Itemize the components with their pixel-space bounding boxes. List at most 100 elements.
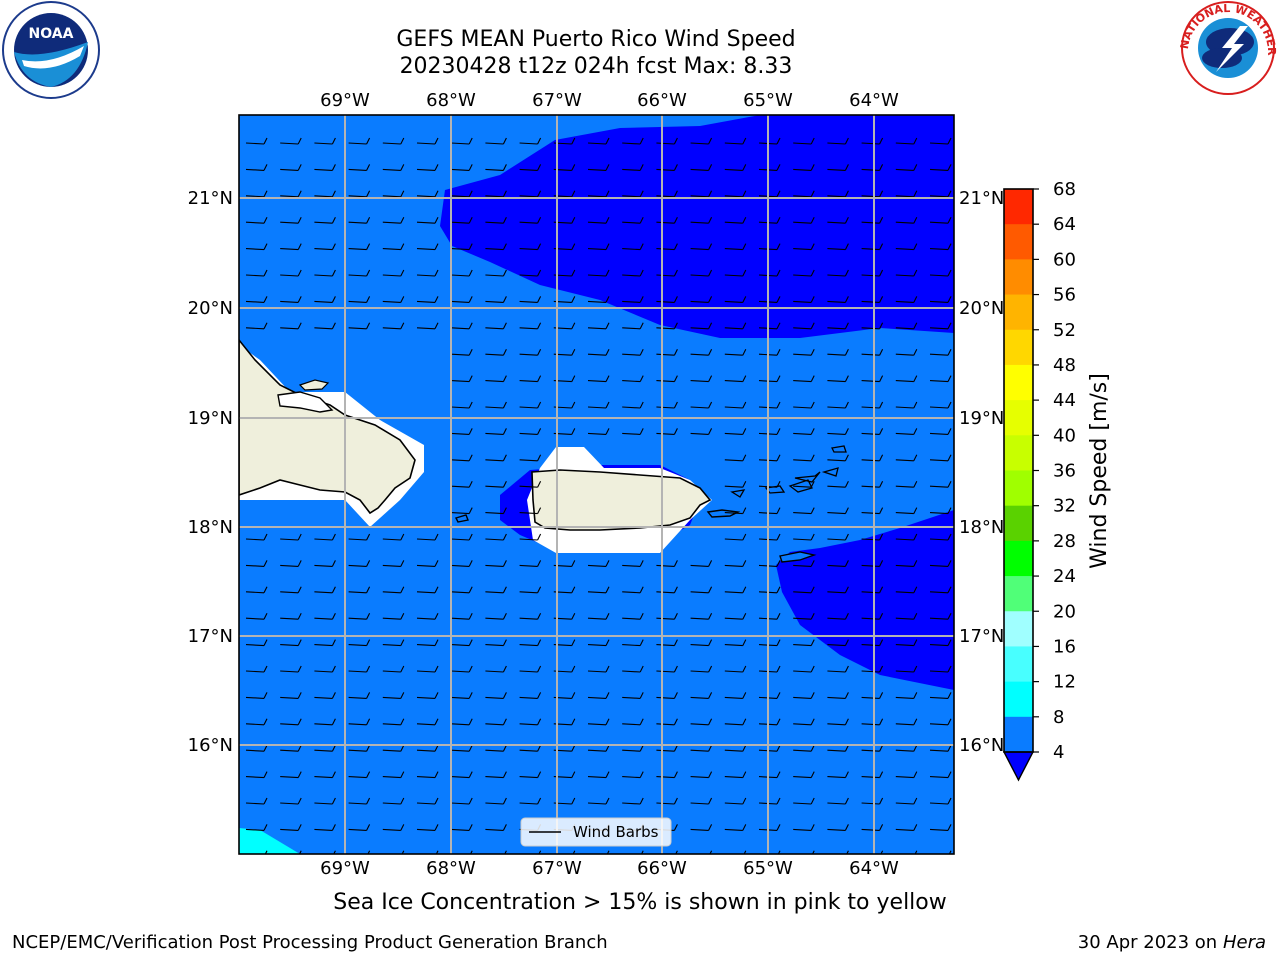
wind-barb xyxy=(451,533,473,541)
wind-barb xyxy=(656,612,678,620)
wind-barb xyxy=(690,243,713,251)
colorbar-label: Wind Speed [m/s] xyxy=(1087,373,1112,569)
map-frame xyxy=(238,114,955,855)
wind-barb xyxy=(622,296,644,303)
wind-barb xyxy=(690,692,713,699)
wind-barb xyxy=(314,137,336,145)
wind-barb xyxy=(656,322,678,330)
wind-barb xyxy=(280,744,302,752)
wind-barb xyxy=(314,243,336,251)
wind-barb xyxy=(314,797,336,805)
wind-barb xyxy=(451,480,473,488)
wind-barb xyxy=(929,269,952,277)
wind-barb xyxy=(827,243,849,251)
wind-barb xyxy=(793,190,815,198)
wind-barb xyxy=(827,269,849,277)
virgin-islands xyxy=(730,445,847,498)
wind-barb xyxy=(861,137,884,145)
wind-barb xyxy=(280,190,302,198)
wind-barb xyxy=(827,586,849,594)
wind-barb xyxy=(245,296,268,303)
wind-barb xyxy=(416,612,439,620)
wind-barb xyxy=(587,692,610,699)
wind-barb xyxy=(348,797,371,805)
wind-barb xyxy=(245,718,268,726)
colorbar-segment xyxy=(1004,576,1033,612)
wind-barb xyxy=(827,692,849,699)
colorbar-segment xyxy=(1004,435,1033,471)
wind-barb xyxy=(656,216,678,224)
wind-barb xyxy=(245,137,268,145)
wind-barb xyxy=(382,216,405,224)
wind-barb xyxy=(587,137,610,145)
wind-barb xyxy=(416,824,439,831)
wind-barb xyxy=(724,639,747,647)
wind-barb xyxy=(314,692,336,699)
wind-barb xyxy=(280,771,302,779)
wind-barb xyxy=(724,507,747,515)
wind-barb xyxy=(895,612,918,620)
wind-barb xyxy=(382,612,405,620)
wind-barb xyxy=(314,322,336,330)
wind-barb xyxy=(587,269,610,277)
wind-barb xyxy=(793,797,815,805)
wind-barb xyxy=(519,639,542,647)
wind-barb xyxy=(280,692,302,699)
wind-barb xyxy=(416,190,439,198)
wind-barb xyxy=(519,190,542,198)
colorbar-tick-label: 32 xyxy=(1053,496,1076,517)
wind-barb xyxy=(793,296,815,303)
wind-barb xyxy=(793,692,815,699)
latitude-label: 19°N xyxy=(188,408,233,429)
latitude-label: 21°N xyxy=(959,188,1004,209)
wind-barb xyxy=(348,533,371,541)
wind-barb xyxy=(929,718,952,726)
wind-barb xyxy=(895,744,918,752)
wind-barb xyxy=(656,665,678,673)
wind-barb xyxy=(451,639,473,647)
longitude-label: 68°W xyxy=(426,858,476,879)
wind-barb xyxy=(724,296,747,303)
wind-barb xyxy=(280,612,302,620)
wind-barb xyxy=(416,269,439,277)
graticule xyxy=(239,115,954,854)
wind-barb xyxy=(861,190,884,198)
wind-barb xyxy=(895,243,918,251)
wind-barb xyxy=(827,428,849,435)
wind-barb xyxy=(929,375,952,383)
wind-barb xyxy=(827,507,849,515)
wind-barb xyxy=(348,744,371,752)
wind-barb xyxy=(827,824,849,831)
wind-barb xyxy=(485,586,507,594)
mona-island xyxy=(455,514,469,523)
wind-barb xyxy=(895,533,918,541)
wind-barb xyxy=(519,137,542,145)
wind-barb xyxy=(587,428,610,435)
colorbar-segment xyxy=(1004,364,1033,401)
wind-barb xyxy=(929,401,952,409)
wind-barb xyxy=(724,243,747,251)
wind-barb xyxy=(827,665,849,673)
wind-barb xyxy=(895,269,918,277)
wind-barb xyxy=(382,744,405,752)
wind-barb xyxy=(861,269,884,277)
wind-barb xyxy=(622,137,644,145)
wind-barb xyxy=(656,243,678,251)
wind-barb xyxy=(314,269,336,277)
wind-barb xyxy=(622,692,644,699)
wind-barb xyxy=(622,190,644,198)
wind-barb xyxy=(724,164,747,171)
wind-barb xyxy=(519,375,542,383)
wind-barb xyxy=(280,718,302,726)
nws-logo-icon: NATIONAL WEATHER SERVICE xyxy=(0,0,1278,95)
wind-barb xyxy=(895,454,918,462)
wind-barb xyxy=(587,560,610,567)
latitude-label: 19°N xyxy=(959,408,1004,429)
wind-barb xyxy=(690,137,713,145)
wind-barb xyxy=(656,348,678,356)
wind-barb xyxy=(724,428,747,435)
wind-barb xyxy=(724,375,747,383)
wind-barb xyxy=(519,744,542,752)
wind-barb xyxy=(895,216,918,224)
